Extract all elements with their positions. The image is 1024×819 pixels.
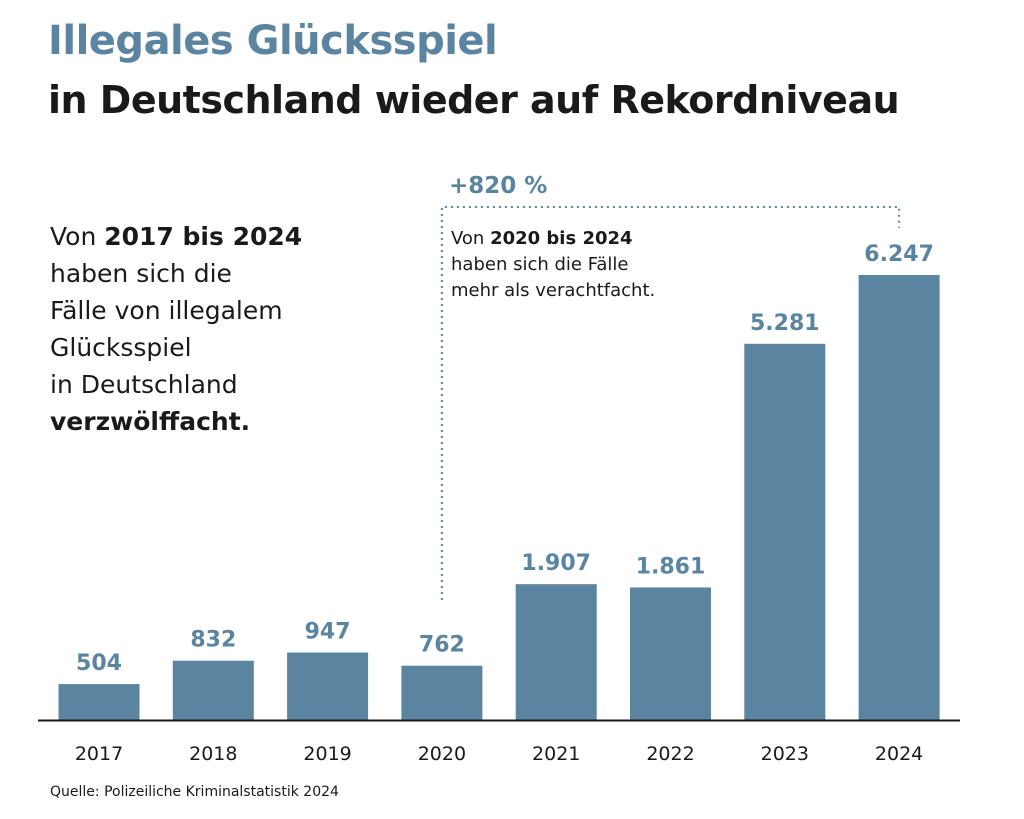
x-tick-2024: 2024 (875, 743, 923, 765)
bar-2017 (58, 684, 140, 720)
annotation-line-2: haben sich die Fälle (451, 254, 629, 275)
summary-line-3: Fälle von illegalem (50, 296, 283, 325)
summary-text: Von 2017 bis 2024 haben sich die Fälle v… (50, 218, 302, 440)
value-label-2024: 6.247 (864, 242, 934, 267)
summary-line-6: verzwölffacht. (50, 403, 302, 440)
value-label-2022: 1.861 (636, 554, 706, 579)
chart-subtitle: in Deutschland wieder auf Rekordniveau (48, 78, 900, 122)
bar-2018 (172, 660, 254, 720)
value-label-2021: 1.907 (521, 551, 591, 576)
value-label-2018: 832 (190, 628, 236, 653)
summary-line-5: in Deutschland (50, 370, 238, 399)
annotation-text: Von 2020 bis 2024 haben sich die Fälle m… (451, 226, 655, 304)
summary-line-1-bold: 2017 bis 2024 (104, 222, 303, 251)
x-tick-2020: 2020 (418, 743, 466, 765)
x-tick-2021: 2021 (532, 743, 580, 765)
x-tick-2017: 2017 (75, 743, 123, 765)
summary-line-6-bold: verzwölffacht. (50, 407, 251, 436)
bar-2019 (287, 652, 369, 720)
x-tick-2019: 2019 (303, 743, 351, 765)
x-tick-2018: 2018 (189, 743, 237, 765)
value-label-2019: 947 (305, 620, 351, 645)
bar-2020 (401, 665, 483, 720)
chart-title: Illegales Glücksspiel (48, 18, 498, 64)
annotation-line-1-pre: Von (451, 228, 491, 249)
annotation-line-1-bold: 2020 bis 2024 (490, 228, 633, 249)
annotation-line-1: Von 2020 bis 2024 (451, 226, 655, 252)
x-tick-2022: 2022 (646, 743, 694, 765)
x-tick-2023: 2023 (761, 743, 809, 765)
summary-line-1: Von 2017 bis 2024 (50, 218, 302, 255)
growth-label: +820 % (449, 173, 548, 199)
bar-2021 (515, 584, 597, 720)
summary-line-2: haben sich die (50, 259, 232, 288)
bar-2023 (744, 343, 826, 720)
summary-line-4: Glücksspiel (50, 333, 192, 362)
value-label-2017: 504 (76, 651, 122, 676)
annotation-line-3: mehr als verachtfacht. (451, 280, 656, 301)
growth-bracket (440, 206, 901, 600)
value-label-2023: 5.281 (750, 311, 820, 336)
value-label-2020: 762 (419, 633, 465, 658)
source-note: Quelle: Polizeiliche Kriminalstatistik 2… (50, 784, 339, 800)
bar-2022 (630, 587, 711, 720)
bar-2024 (858, 275, 940, 720)
summary-line-1-pre: Von (50, 222, 105, 251)
